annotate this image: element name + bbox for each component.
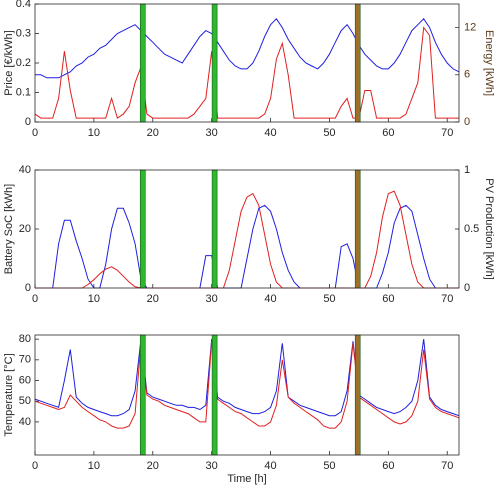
x-tick-label: 30: [206, 460, 218, 472]
x-tick-label: 70: [441, 293, 453, 305]
x-tick-label: 70: [441, 460, 453, 472]
series-line: [34, 341, 460, 429]
x-tick-label: 20: [147, 293, 159, 305]
event-bar: [354, 169, 361, 289]
x-tick-label: 30: [206, 127, 218, 139]
y2-axis-label: Energy [kWh]: [483, 30, 495, 96]
event-bar: [139, 169, 146, 289]
x-tick-label: 40: [264, 460, 276, 472]
y-axis-label: Battery SoC [kWh]: [3, 184, 15, 274]
y-tick-label: 0.1: [16, 86, 31, 98]
x-tick-label: 20: [147, 460, 159, 472]
y2-axis-label: PV Production [kWh]: [483, 178, 495, 280]
y2-tick-label: 0: [464, 282, 470, 294]
event-bar: [139, 334, 146, 456]
x-tick-label: 30: [206, 293, 218, 305]
y-tick-label: 0.3: [16, 27, 31, 39]
x-tick-label: 0: [32, 127, 38, 139]
y-tick-label: 0: [25, 116, 31, 128]
x-tick-label: 60: [382, 127, 394, 139]
event-bar: [354, 334, 361, 456]
x-tick-label: 50: [323, 127, 335, 139]
event-bar: [211, 169, 218, 289]
x-tick-label: 70: [441, 127, 453, 139]
axis-box: [34, 169, 460, 289]
x-axis-label: Time [h]: [227, 473, 266, 485]
axis-box: [34, 334, 460, 456]
x-tick-label: 20: [147, 127, 159, 139]
x-tick-label: 10: [88, 293, 100, 305]
event-bar: [211, 334, 218, 456]
y2-tick-label: 1: [464, 164, 470, 176]
y2-tick-label: 12: [464, 22, 476, 34]
x-tick-label: 60: [382, 460, 394, 472]
event-bar: [139, 3, 146, 123]
y-tick-label: 0: [25, 282, 31, 294]
y-tick-label: 40: [19, 164, 31, 176]
y2-tick-label: 6: [464, 69, 470, 81]
x-tick-label: 0: [32, 460, 38, 472]
y-tick-label: 0.2: [16, 57, 31, 69]
event-bar: [354, 3, 361, 123]
y-axis-label: Temperature [°C]: [3, 353, 15, 436]
series-line: [35, 18, 460, 79]
x-tick-label: 0: [32, 293, 38, 305]
x-tick-label: 40: [264, 127, 276, 139]
x-tick-label: 40: [264, 293, 276, 305]
y-tick-label: 40: [19, 416, 31, 428]
axis-box: [34, 3, 460, 123]
event-bar: [211, 3, 218, 123]
series-line: [35, 190, 459, 289]
x-tick-label: 50: [323, 293, 335, 305]
y2-tick-label: 0.5: [464, 223, 479, 235]
y-tick-label: 50: [19, 395, 31, 407]
y-axis-label: Price [€/kWh]: [3, 30, 15, 95]
series-line: [34, 339, 460, 417]
x-tick-label: 60: [382, 293, 394, 305]
y2-tick-label: 0: [464, 116, 470, 128]
y-tick-label: 60: [19, 374, 31, 386]
x-tick-label: 50: [323, 460, 335, 472]
series-line: [35, 204, 459, 289]
y-tick-label: 20: [19, 223, 31, 235]
series-line: [34, 26, 459, 119]
y-tick-label: 80: [19, 333, 31, 345]
y-tick-label: 0.4: [16, 0, 31, 10]
x-tick-label: 10: [88, 127, 100, 139]
x-tick-label: 10: [88, 460, 100, 472]
y-tick-label: 70: [19, 354, 31, 366]
